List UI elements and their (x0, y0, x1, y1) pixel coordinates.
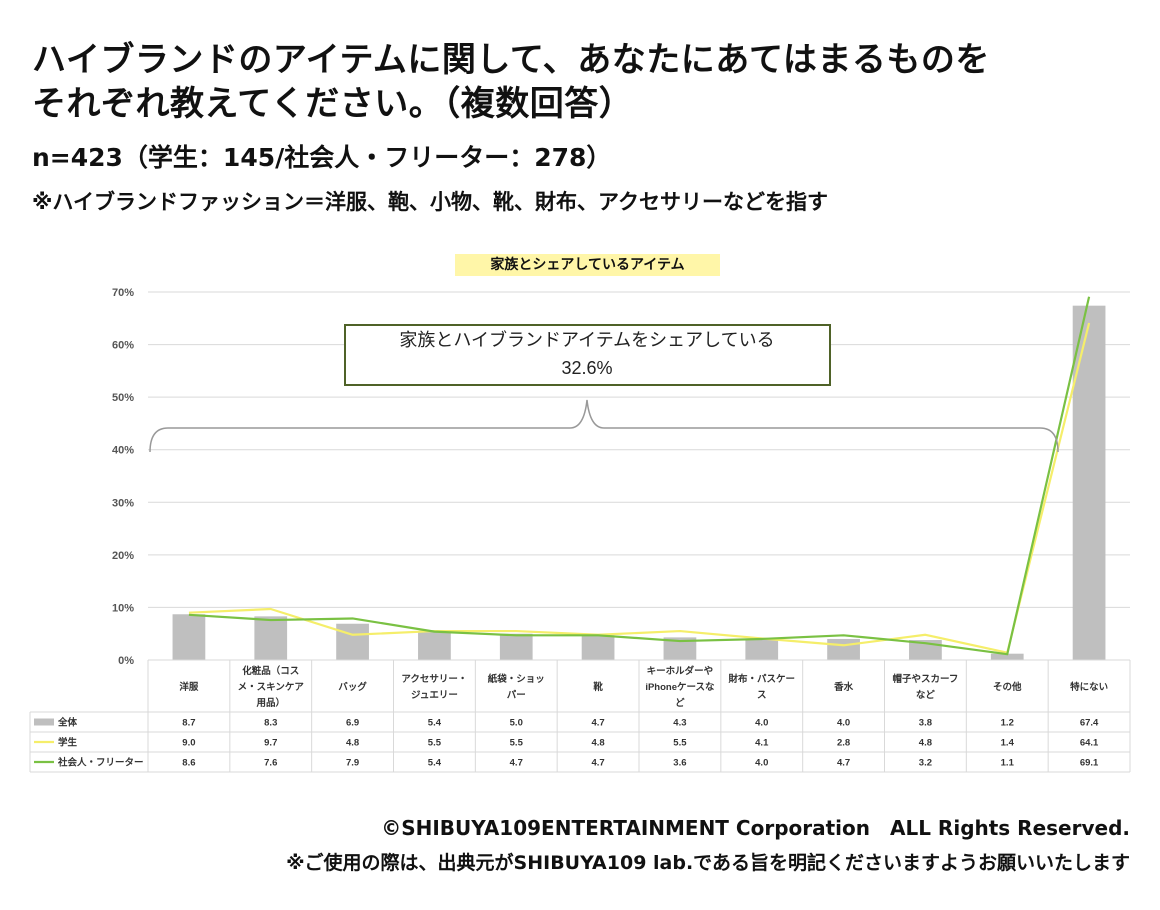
data-label: 5.5 (428, 738, 442, 749)
y-tick-label: 50% (112, 392, 134, 404)
series-line (188, 322, 1091, 654)
data-label: 5.4 (428, 718, 442, 729)
x-category-label: 化粧品（コス (242, 665, 299, 677)
data-label: 6.9 (346, 718, 359, 729)
data-label: 4.0 (837, 718, 850, 729)
data-label: 1.4 (1001, 738, 1015, 749)
data-label: 3.8 (919, 718, 932, 729)
y-tick-label: 20% (112, 550, 134, 562)
data-label: 4.7 (837, 758, 850, 769)
x-category-label: その他 (993, 681, 1022, 693)
x-category-label: 財布・パスケー (727, 673, 795, 685)
data-label: 7.6 (264, 758, 277, 769)
data-label: 4.8 (346, 738, 359, 749)
x-category-label: 紙袋・ショッ (488, 673, 545, 685)
x-category-label: パー (507, 689, 526, 701)
definition-note: ※ハイブランドファッション＝洋服、鞄、小物、靴、財布、アクセサリーなどを指す (32, 190, 828, 214)
annotation-text: 家族とハイブランドアイテムをシェアしている (399, 329, 774, 350)
annotation-value: 32.6% (561, 358, 612, 378)
x-category-label: など (916, 689, 936, 701)
data-label: 4.7 (591, 758, 604, 769)
bar (499, 633, 533, 660)
x-category-label: アクセサリー・ (401, 674, 467, 685)
bar (990, 653, 1024, 660)
bar (254, 616, 288, 660)
data-label: 5.4 (428, 758, 442, 769)
data-label: 4.0 (755, 758, 768, 769)
bar (581, 635, 615, 660)
x-category-label: 用品） (255, 697, 285, 709)
bar (663, 637, 697, 660)
x-category-label: ジュエリー (411, 690, 458, 701)
data-label: 5.5 (673, 738, 687, 749)
data-label: 3.6 (673, 758, 686, 769)
data-label: 1.1 (1001, 758, 1015, 769)
annotation-brace (149, 399, 1059, 453)
bar (336, 623, 369, 660)
y-tick-label: 0% (118, 655, 134, 667)
y-tick-label: 10% (112, 602, 134, 614)
copyright: ©SHIBUYA109ENTERTAINMENT Corporation ALL… (381, 816, 1130, 840)
data-label: 8.7 (182, 718, 195, 729)
x-category-label: キーホルダーや (647, 665, 714, 677)
page-title: ハイブランドのアイテムに関して、あなたにあてはまるものを それぞれ教えてください… (32, 38, 1132, 126)
legend-label: 学生 (58, 737, 78, 749)
bar (172, 614, 206, 660)
data-label: 1.2 (1001, 718, 1014, 729)
data-label: 4.3 (673, 718, 686, 729)
x-category-label: iPhoneケースな (645, 682, 715, 693)
data-label: 67.4 (1080, 718, 1099, 729)
data-label: 5.5 (510, 738, 524, 749)
data-label: 8.3 (264, 718, 277, 729)
y-tick-label: 60% (112, 340, 134, 352)
data-label: 7.9 (346, 758, 359, 769)
x-category-label: 帽子やスカーフ (892, 673, 958, 685)
y-tick-label: 40% (112, 445, 134, 457)
x-category-label: 特にない (1070, 681, 1108, 693)
x-category-label: バッグ (338, 681, 367, 693)
data-label: 69.1 (1080, 758, 1099, 769)
bar (827, 638, 860, 660)
data-label: 4.8 (591, 738, 604, 749)
legend-key (34, 718, 54, 726)
x-category-label: ど (675, 697, 685, 709)
data-label: 9.7 (264, 738, 277, 749)
data-label: 4.8 (919, 738, 932, 749)
title-line-1: ハイブランドのアイテムに関して、あなたにあてはまるものを (32, 40, 990, 80)
legend-label: 社会人・フリーター (57, 757, 144, 769)
bar (745, 638, 779, 660)
y-tick-label: 70% (112, 287, 134, 299)
bar (1072, 305, 1106, 660)
usage-note: ※ご使用の際は、出典元がSHIBUYA109 lab.である旨を明記くださいます… (286, 852, 1130, 874)
data-label: 3.2 (919, 758, 932, 769)
bar (418, 631, 451, 660)
chart-title: 家族とシェアしているアイテム (455, 254, 720, 276)
x-category-label: メ・スキンケア (238, 682, 305, 693)
legend-label: 全体 (57, 717, 78, 729)
data-label: 4.0 (755, 718, 768, 729)
x-category-label: 靴 (593, 681, 603, 693)
data-label: 64.1 (1080, 738, 1099, 749)
x-category-label: ス (757, 690, 767, 701)
data-label: 4.7 (591, 718, 604, 729)
series-line (188, 296, 1091, 656)
x-category-label: 香水 (833, 681, 854, 693)
title-line-2: それぞれ教えてください。（複数回答） (32, 84, 634, 124)
sample-size: n=423（学生：145/社会人・フリーター：278） (32, 143, 612, 172)
data-label: 9.0 (182, 738, 195, 749)
annotation-box (344, 324, 831, 386)
data-label: 5.0 (510, 718, 523, 729)
y-tick-label: 30% (112, 497, 134, 509)
data-label: 4.7 (510, 758, 523, 769)
data-label: 8.6 (182, 758, 195, 769)
data-label: 4.1 (755, 738, 769, 749)
data-label: 2.8 (837, 738, 850, 749)
x-category-label: 洋服 (179, 681, 199, 693)
